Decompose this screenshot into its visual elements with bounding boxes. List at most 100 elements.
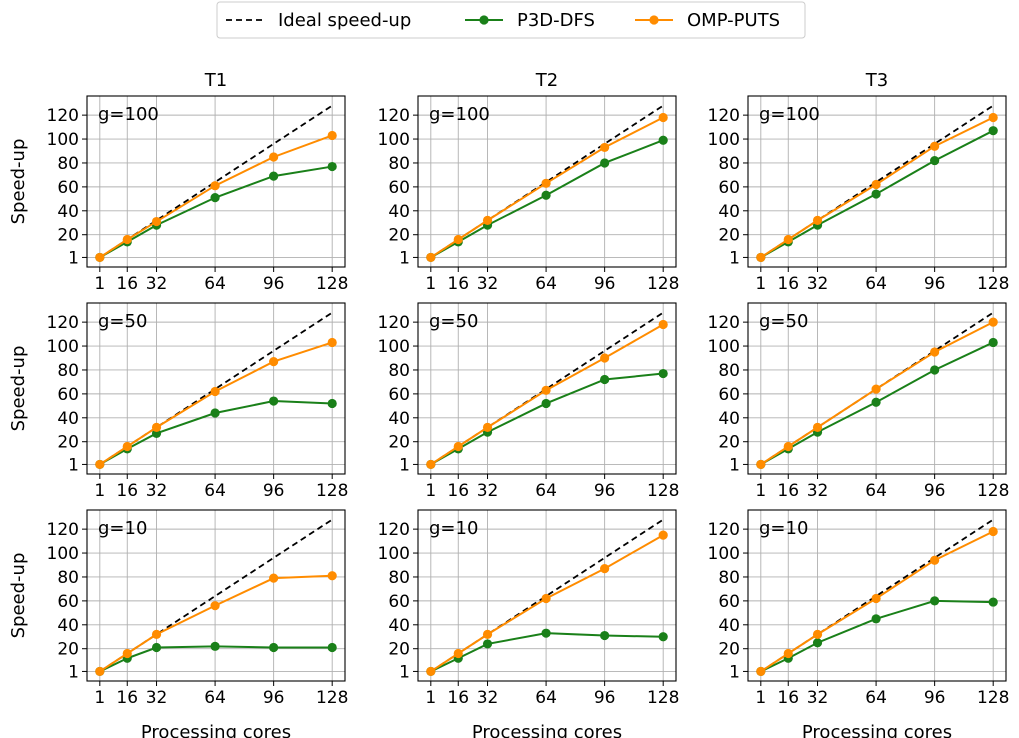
x-axis-label: Processing cores [472,722,622,738]
data-point-p3d-dfs [988,126,998,136]
x-tick-label: 1 [755,688,766,708]
y-tick-label: 80 [718,568,740,588]
x-tick-label: 1 [755,481,766,501]
axes-frame [417,509,677,682]
x-tick-label: 64 [204,688,226,708]
x-tick-label: 96 [924,481,946,501]
data-point-p3d-dfs [600,630,610,641]
data-point-omp-puts [210,386,220,397]
x-tick-label: 1 [94,481,105,501]
x-tick-label: 1 [94,274,105,294]
x-tick-label: 1 [425,688,436,708]
series-line-omp-puts [99,134,333,259]
x-tick-label: 96 [594,481,616,501]
data-point-p3d-dfs [541,628,551,638]
series-line-p3d-dfs [99,400,333,466]
y-tick-label: 40 [57,616,79,636]
data-point-p3d-dfs [210,641,220,651]
y-tick-label: 100 [708,544,740,564]
data-point-omp-puts [426,459,436,470]
x-tick-label: 128 [316,688,348,708]
y-tick-label: 60 [718,592,740,612]
data-point-p3d-dfs [482,639,493,649]
series-line-omp-puts [430,534,664,673]
series-line-p3d-dfs [760,129,994,259]
x-tick-label: 128 [647,274,679,294]
panel-annotation: g=10 [429,518,478,539]
data-point-omp-puts [482,215,493,225]
series-line-ideal-speed-up [760,104,994,259]
panel-annotation: g=50 [98,311,147,332]
series-line-p3d-dfs [99,645,333,673]
y-tick-label: 20 [718,640,740,660]
data-point-p3d-dfs [600,374,610,385]
x-tick-label: 96 [263,481,285,501]
x-tick-label: 128 [977,688,1009,708]
x-tick-label: 96 [263,274,285,294]
data-point-p3d-dfs [269,396,279,406]
x-tick-label: 64 [535,481,557,501]
y-tick-label: 80 [718,361,740,381]
x-tick-label: 64 [535,274,557,294]
data-point-omp-puts [988,112,998,123]
data-point-omp-puts [658,319,668,330]
data-point-omp-puts [871,593,881,604]
data-point-omp-puts [269,152,279,162]
x-tick-label: 32 [807,274,829,294]
x-tick-label: 16 [447,481,469,501]
data-point-p3d-dfs [151,642,162,653]
y-tick-label: 100 [708,337,740,357]
series-line-omp-puts [430,323,664,466]
data-point-omp-puts [426,666,436,677]
data-point-omp-puts [930,555,940,565]
series-line-omp-puts [99,574,333,673]
x-tick-label: 128 [977,274,1009,294]
data-point-omp-puts [269,573,279,583]
y-tick-label: 1 [68,455,79,475]
panel-annotation: g=10 [759,518,808,539]
panel-annotation: g=100 [759,104,820,125]
y-tick-label: 60 [57,178,79,198]
data-point-p3d-dfs [930,155,940,166]
y-tick-label: 80 [57,568,79,588]
data-point-omp-puts [541,385,551,395]
y-tick-label: 1 [68,662,79,682]
data-point-omp-puts [327,337,337,348]
data-point-p3d-dfs [988,597,998,607]
data-point-omp-puts [600,142,610,153]
y-tick-label: 40 [57,409,79,429]
y-tick-label: 1 [399,248,410,268]
x-axis-label: Processing cores [802,722,952,738]
series-line-p3d-dfs [430,139,664,259]
y-tick-label: 120 [378,520,410,540]
data-point-omp-puts [783,441,793,452]
legend-marker [479,15,489,25]
data-point-omp-puts [210,181,220,191]
x-tick-label: 64 [865,481,887,501]
y-tick-label: 1 [729,248,740,268]
data-point-omp-puts [812,215,823,225]
x-tick-label: 128 [647,481,679,501]
series-line-ideal-speed-up [99,104,333,259]
legend-entry-ideal-speed-up: Ideal speed-up [226,10,411,31]
x-tick-label: 16 [777,688,799,708]
data-point-omp-puts [988,526,998,537]
x-tick-label: 64 [535,688,557,708]
data-point-omp-puts [95,666,105,677]
x-tick-label: 1 [425,274,436,294]
y-tick-label: 40 [388,202,410,222]
data-point-p3d-dfs [871,189,881,199]
data-point-p3d-dfs [930,365,940,375]
series-line-ideal-speed-up [760,518,994,673]
x-tick-label: 16 [116,274,138,294]
panel-annotation: g=50 [429,311,478,332]
data-point-omp-puts [658,530,668,540]
